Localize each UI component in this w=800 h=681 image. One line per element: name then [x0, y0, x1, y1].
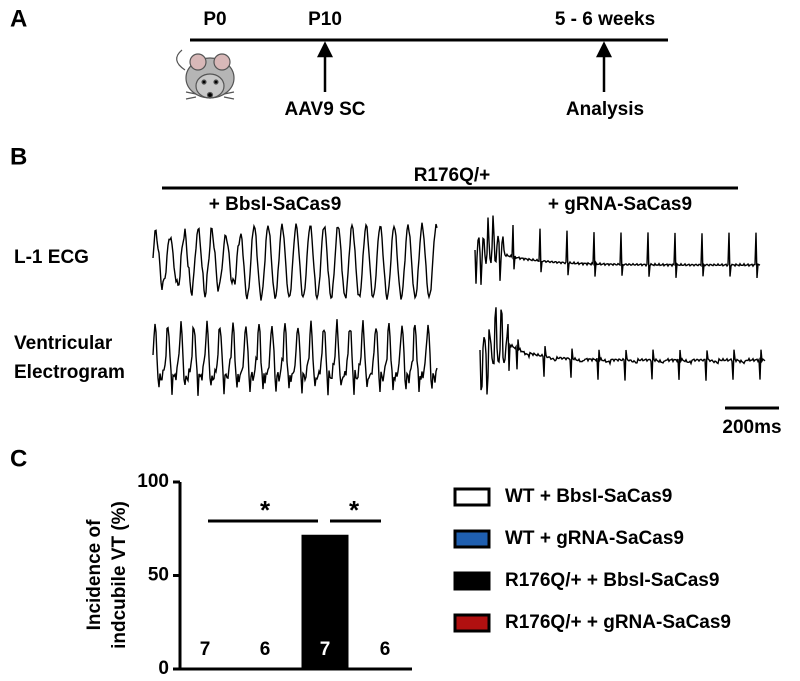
y-tick-label: 100	[137, 471, 169, 492]
condition: + gRNA-SaCas9	[548, 194, 692, 215]
event: Analysis	[566, 99, 644, 120]
legend-label: WT + BbsI-SaCas9	[505, 486, 672, 507]
row-label: Ventricular	[14, 333, 113, 354]
legend-label: R176Q/+ + BbsI-SaCas9	[505, 570, 719, 591]
n-label: 6	[380, 639, 391, 660]
bar	[301, 534, 349, 671]
n-label: 6	[260, 639, 271, 660]
n-label: 7	[200, 639, 211, 660]
trace	[152, 319, 438, 396]
legend-swatch	[453, 571, 491, 591]
y-axis-label: indcubile VT (%)	[109, 501, 130, 649]
scale-label: 200ms	[722, 417, 781, 438]
legend-swatch	[453, 487, 491, 507]
timepoint: 5 - 6 weeks	[555, 9, 655, 30]
panel-label: C	[10, 445, 27, 472]
legend-label: WT + gRNA-SaCas9	[505, 528, 684, 549]
condition: + BbsI-SaCas9	[209, 194, 342, 215]
y-axis-label: Incidence of	[84, 519, 105, 631]
panel-label: B	[10, 143, 27, 170]
timepoint: P10	[308, 9, 342, 30]
n-label: 7	[320, 639, 331, 660]
timepoint: P0	[203, 9, 226, 30]
arrows	[316, 41, 613, 92]
y-tick-label: 50	[148, 565, 169, 586]
panel-label: A	[10, 5, 27, 32]
legend-swatch	[453, 529, 491, 549]
trace	[474, 215, 761, 285]
y-tick-label: 0	[158, 658, 169, 679]
legend-label: R176Q/+ + gRNA-SaCas9	[505, 612, 731, 633]
significance-mark: *	[260, 495, 271, 525]
trace	[152, 222, 438, 301]
event: AAV9 SC	[285, 99, 366, 120]
legend-swatch	[453, 613, 491, 633]
bar-chart: 0 50 100 Incidence of indcubile VT (%) 7 WT + …	[84, 471, 731, 679]
row-label: L-1 ECG	[14, 247, 89, 268]
trace	[479, 307, 766, 395]
row-label: Electrogram	[14, 362, 125, 383]
genotype: R176Q/+	[414, 165, 491, 186]
significance-mark: *	[349, 495, 360, 525]
mouse-icon	[176, 49, 235, 100]
